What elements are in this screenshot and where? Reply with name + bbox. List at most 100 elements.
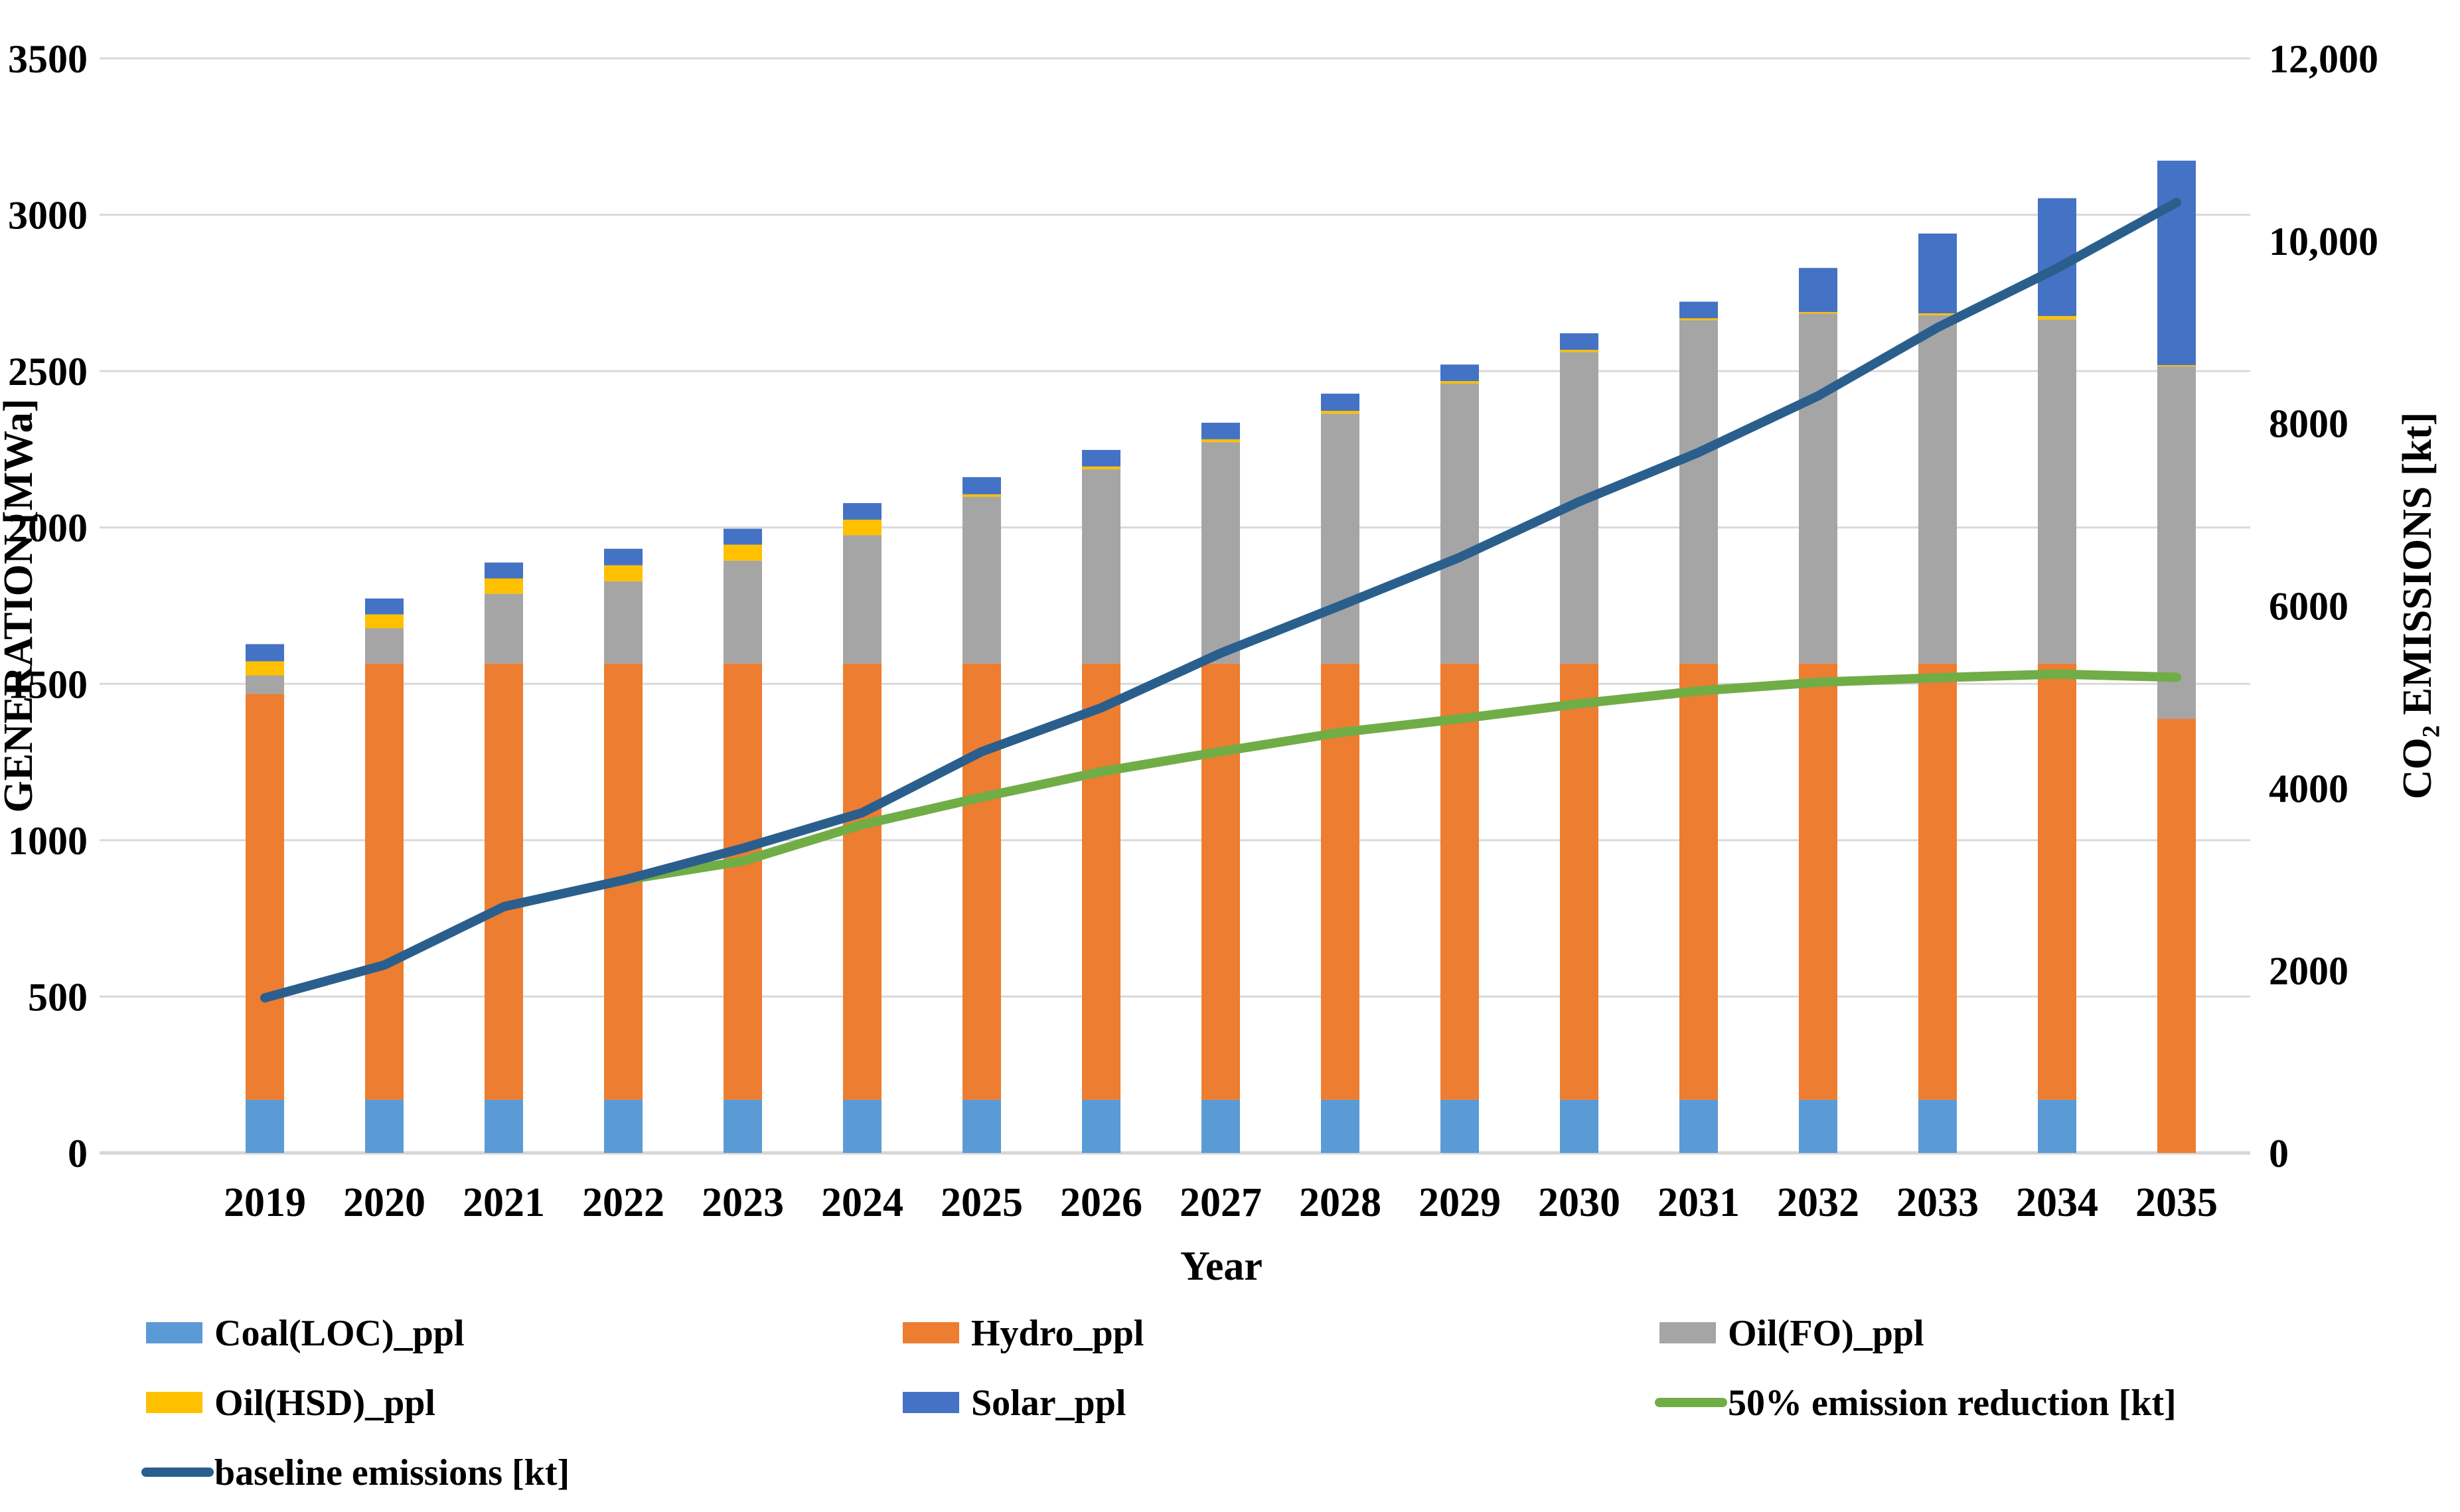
gridlines [100, 57, 2250, 1155]
bar-2025-Solar_ppl [962, 477, 1001, 494]
x-tick-label: 2035 [2135, 1180, 2218, 1225]
bar-2033-Coal(LOC)_ppl [1918, 1099, 1957, 1153]
bar-2028-Solar_ppl [1321, 394, 1359, 411]
left-tick-label: 2500 [8, 350, 88, 394]
legend-item-Hydro_ppl: Hydro_ppl [903, 1313, 1144, 1354]
legend-label: Coal(LOC)_ppl [214, 1313, 465, 1354]
bar-2027-Coal(LOC)_ppl [1201, 1099, 1240, 1153]
legend-item-Solar_ppl: Solar_ppl [903, 1383, 1126, 1424]
bar-2022-Solar_ppl [604, 548, 643, 566]
x-axis-title: Year [1180, 1244, 1263, 1289]
left-tick-label: 500 [28, 975, 88, 1019]
bar-2019-Coal(LOC)_ppl [246, 1099, 284, 1153]
bar-2028-Coal(LOC)_ppl [1321, 1099, 1359, 1153]
legend-label: Solar_ppl [971, 1383, 1126, 1424]
right-tick-label: 12,000 [2269, 37, 2378, 81]
bar-2035-Solar_ppl [2157, 161, 2196, 366]
bar-2030-Solar_ppl [1560, 333, 1598, 350]
bar-2019-Solar_ppl [246, 644, 284, 662]
left-tick-label: 3000 [8, 194, 88, 238]
bar-2021-Oil(HSD)_ppl [485, 578, 523, 594]
bar-2032-Oil(FO)_ppl [1799, 313, 1837, 664]
legend-item-baseline emissions [kt]: baseline emissions [kt] [141, 1452, 570, 1493]
bar-2035-Oil(FO)_ppl [2157, 366, 2196, 719]
left-tick-label: 0 [68, 1132, 88, 1175]
bar-2030-Oil(HSD)_ppl [1560, 350, 1598, 352]
legend-item-Oil(HSD)_ppl: Oil(HSD)_ppl [146, 1383, 435, 1424]
bar-2031-Hydro_ppl [1679, 663, 1718, 1100]
x-axis-labels: 2019 2020 2021 2022 2023 2024 2025 2026 2027 2028… [224, 1180, 2218, 1225]
x-tick-label: 2027 [1180, 1180, 1262, 1225]
right-tick-label: 0 [2269, 1132, 2289, 1175]
legend-label: 50% emission reduction [kt] [1728, 1383, 2177, 1424]
bar-2027-Oil(FO)_ppl [1201, 442, 1240, 664]
x-tick-label: 2025 [941, 1180, 1023, 1225]
bar-2028-Oil(HSD)_ppl [1321, 410, 1359, 414]
bar-2027-Hydro_ppl [1201, 663, 1240, 1100]
bar-2034-Coal(LOC)_ppl [2038, 1099, 2076, 1153]
x-tick-label: 2021 [463, 1180, 545, 1225]
stacked-bars [246, 161, 2196, 1153]
bar-2033-Oil(HSD)_ppl [1918, 313, 1957, 315]
x-tick-label: 2034 [2016, 1180, 2098, 1225]
bar-2019-Oil(FO)_ppl [246, 675, 284, 694]
line-50% emission reduction [kt] [619, 669, 2181, 885]
legend: Coal(LOC)_ppl Hydro_ppl Oil(FO)_ppl Oil(HSD… [141, 1313, 2177, 1493]
legend-swatch [903, 1392, 959, 1413]
left-axis-ticks: 0 500 1000 1500 2000 2500 3000 3500 [8, 37, 88, 1175]
left-axis-title: GENERATION [MWa] [0, 398, 41, 812]
bar-2020-Coal(LOC)_ppl [365, 1099, 404, 1153]
x-tick-label: 2023 [702, 1180, 784, 1225]
bar-2021-Hydro_ppl [485, 663, 523, 1100]
bar-2025-Hydro_ppl [962, 663, 1001, 1100]
x-tick-label: 2022 [582, 1180, 664, 1225]
bar-2035-Oil(HSD)_ppl [2157, 365, 2196, 367]
legend-swatch [146, 1322, 202, 1343]
right-tick-label: 4000 [2269, 767, 2348, 810]
bar-2021-Coal(LOC)_ppl [485, 1099, 523, 1153]
x-tick-label: 2032 [1777, 1180, 1859, 1225]
bar-2032-Coal(LOC)_ppl [1799, 1099, 1837, 1153]
legend-label: Oil(FO)_ppl [1728, 1313, 1924, 1354]
x-tick-label: 2019 [224, 1180, 306, 1225]
bar-2034-Hydro_ppl [2038, 663, 2076, 1100]
x-tick-label: 2028 [1299, 1180, 1381, 1225]
bar-2026-Coal(LOC)_ppl [1082, 1099, 1120, 1153]
bar-2020-Solar_ppl [365, 598, 404, 615]
legend-swatch [903, 1322, 959, 1343]
bar-2026-Oil(FO)_ppl [1082, 469, 1120, 664]
bar-2024-Coal(LOC)_ppl [843, 1099, 882, 1153]
legend-swatch [146, 1392, 202, 1413]
bar-2024-Oil(FO)_ppl [843, 535, 882, 664]
right-tick-label: 2000 [2269, 949, 2348, 993]
bar-2019-Hydro_ppl [246, 694, 284, 1100]
left-tick-label: 2000 [8, 506, 88, 550]
bar-2029-Solar_ppl [1440, 364, 1479, 382]
x-tick-label: 2024 [821, 1180, 903, 1225]
bar-2023-Hydro_ppl [724, 663, 762, 1100]
line-baseline emissions [kt] [260, 198, 2181, 1003]
bar-2019-Oil(HSD)_ppl [246, 661, 284, 676]
bar-2035-Hydro_ppl [2157, 719, 2196, 1153]
bar-2034-Oil(HSD)_ppl [2038, 316, 2076, 320]
bar-2030-Coal(LOC)_ppl [1560, 1099, 1598, 1153]
bar-2025-Oil(HSD)_ppl [962, 494, 1001, 497]
bar-2031-Oil(FO)_ppl [1679, 320, 1718, 664]
bar-2027-Solar_ppl [1201, 422, 1240, 439]
bar-2023-Solar_ppl [724, 528, 762, 545]
bar-2021-Solar_ppl [485, 562, 523, 579]
bar-2030-Hydro_ppl [1560, 663, 1598, 1100]
bar-2025-Coal(LOC)_ppl [962, 1099, 1001, 1153]
left-tick-label: 1000 [8, 819, 88, 863]
bar-2024-Hydro_ppl [843, 663, 882, 1100]
bar-2020-Oil(FO)_ppl [365, 628, 404, 664]
legend-swatch [1659, 1322, 1716, 1343]
legend-item-Oil(FO)_ppl: Oil(FO)_ppl [1659, 1313, 1924, 1354]
bar-2029-Oil(HSD)_ppl [1440, 381, 1479, 384]
bar-2034-Oil(FO)_ppl [2038, 319, 2076, 664]
legend-item-Coal(LOC)_ppl: Coal(LOC)_ppl [146, 1313, 465, 1354]
legend-label: Oil(HSD)_ppl [214, 1383, 435, 1424]
right-axis-ticks: 0 2000 4000 6000 8000 10,000 12,000 [2269, 37, 2378, 1175]
